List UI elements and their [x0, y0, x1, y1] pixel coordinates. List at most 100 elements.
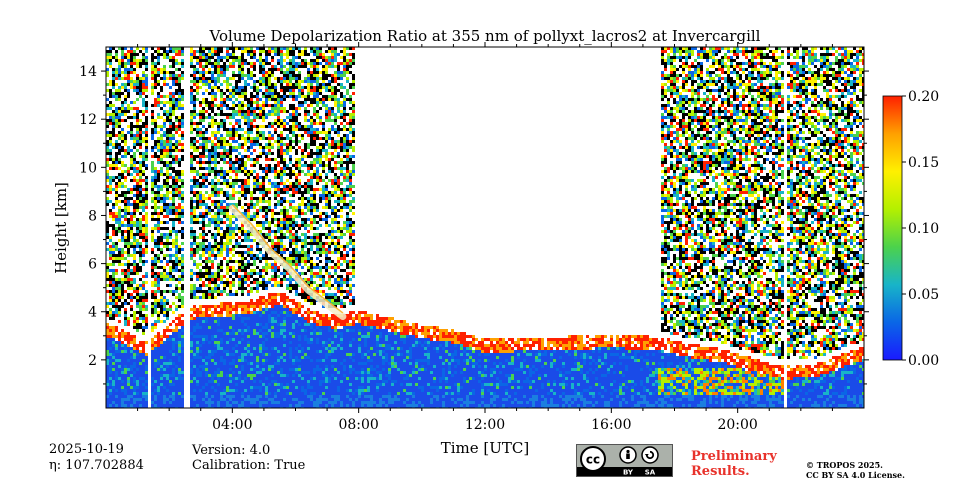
heatmap-column — [838, 47, 841, 408]
heatmap-column — [316, 47, 319, 408]
heatmap-column — [478, 341, 481, 408]
heatmap-column — [811, 47, 814, 408]
heatmap-column — [109, 47, 112, 408]
heatmap-column — [763, 47, 766, 408]
plot-area — [105, 46, 865, 409]
heatmap-column — [583, 344, 586, 408]
heatmap-column — [205, 47, 208, 408]
heatmap-column — [313, 47, 316, 408]
heatmap-column — [709, 47, 712, 408]
heatmap-column — [844, 47, 847, 408]
heatmap-column — [106, 50, 109, 408]
heatmap-column — [769, 50, 772, 408]
heatmap-column — [652, 338, 655, 408]
heatmap-column — [451, 329, 454, 408]
heatmap-column — [736, 47, 739, 408]
heatmap-column — [136, 47, 139, 408]
y-tick-label: 2 — [88, 353, 97, 369]
heatmap-column — [490, 338, 493, 408]
colorbar-tick-label: 0.20 — [908, 89, 939, 105]
heatmap-column — [295, 47, 298, 408]
heatmap-column — [700, 47, 703, 408]
heatmap-column — [562, 338, 565, 408]
heatmap-column — [616, 335, 619, 408]
heatmap-column — [547, 338, 550, 408]
heatmap-column — [604, 335, 607, 408]
eta-label: η: 107.702884 — [49, 458, 144, 473]
heatmap-column — [799, 56, 802, 408]
preliminary-line1: Preliminary — [691, 449, 777, 464]
heatmap-column — [463, 332, 466, 408]
heatmap-column — [643, 335, 646, 408]
heatmap-column — [202, 47, 205, 408]
heatmap-column — [223, 56, 226, 408]
heatmap-column — [406, 323, 409, 408]
heatmap-column — [268, 47, 271, 408]
heatmap-column — [190, 47, 193, 408]
heatmap-column — [607, 341, 610, 408]
heatmap-column — [439, 329, 442, 408]
heatmap-column — [421, 326, 424, 408]
heatmap-column — [418, 329, 421, 408]
heatmap-column — [742, 47, 745, 408]
heatmap-column — [232, 47, 235, 408]
heatmap-column — [430, 326, 433, 408]
heatmap-cells — [106, 47, 864, 408]
heatmap-column — [646, 335, 649, 408]
heatmap-column — [751, 47, 754, 408]
heatmap-column — [568, 335, 571, 408]
heatmap-column — [505, 341, 508, 408]
heatmap-column — [730, 50, 733, 408]
heatmap-column — [535, 338, 538, 408]
heatmap-column — [544, 347, 547, 408]
heatmap-column — [265, 50, 268, 408]
heatmap-column — [673, 47, 676, 408]
heatmap-column — [487, 338, 490, 408]
heatmap-column — [721, 47, 724, 408]
heatmap-column — [619, 338, 622, 408]
heatmap-column — [610, 335, 613, 408]
colorbar-gradient — [882, 95, 903, 361]
heatmap-column — [412, 323, 415, 408]
heatmap-column — [634, 335, 637, 408]
heatmap-column — [208, 47, 211, 408]
heatmap-column — [586, 335, 589, 408]
heatmap-column — [397, 320, 400, 408]
heatmap-column — [658, 341, 661, 408]
heatmap-column — [856, 50, 859, 408]
heatmap-column — [151, 47, 154, 408]
heatmap-column — [580, 335, 583, 408]
heatmap-column — [718, 47, 721, 408]
heatmap-column — [826, 47, 829, 408]
y-tick-label: 6 — [88, 257, 97, 273]
heatmap-column — [292, 47, 295, 408]
heatmap-column — [526, 338, 529, 408]
x-tick-label: 04:00 — [212, 417, 252, 433]
heatmap-column — [196, 50, 199, 408]
heatmap-column — [541, 338, 544, 408]
heatmap-column — [829, 47, 832, 408]
heatmap-column — [337, 53, 340, 408]
heatmap-column — [757, 47, 760, 408]
heatmap-column — [241, 47, 244, 408]
heatmap-column — [766, 47, 769, 408]
heatmap-column — [217, 47, 220, 408]
heatmap-column — [697, 50, 700, 408]
heatmap-column — [244, 47, 247, 408]
x-tick-label: 16:00 — [591, 417, 631, 433]
version-label: Version: 4.0 — [192, 443, 271, 458]
heatmap-column — [571, 335, 574, 408]
heatmap-column — [802, 47, 805, 408]
heatmap-column — [442, 329, 445, 408]
heatmap-column — [256, 47, 259, 408]
heatmap-column — [556, 338, 559, 408]
heatmap-column — [373, 320, 376, 408]
heatmap-column — [517, 338, 520, 408]
heatmap-column — [859, 47, 862, 408]
heatmap-column — [355, 314, 358, 408]
heatmap-column — [601, 335, 604, 408]
heatmap-column — [226, 47, 229, 408]
heatmap-column — [814, 47, 817, 408]
x-axis-label: Time [UTC] — [441, 439, 530, 457]
heatmap-column — [382, 317, 385, 408]
